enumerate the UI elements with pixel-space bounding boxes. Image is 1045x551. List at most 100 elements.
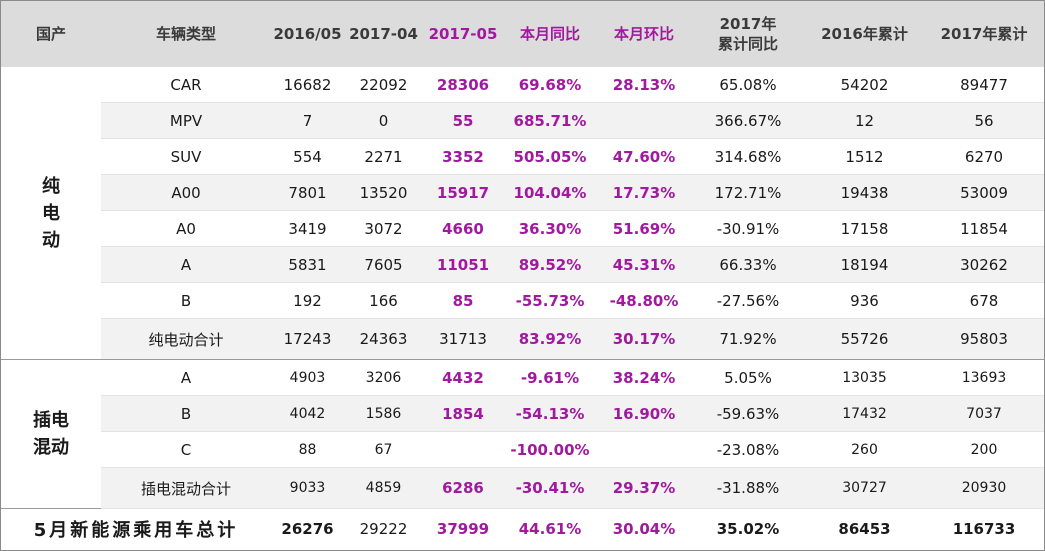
header-ytd-yoy: 2017年 累计同比 (691, 1, 805, 67)
cell-type: C (101, 431, 271, 468)
cell-yoy: 89.52% (503, 246, 597, 283)
cell-2016-05: 4903 (271, 359, 344, 396)
cell-2017-05: 1854 (423, 395, 503, 432)
table-row: C 88 67 -100.00% -23.08% 260 200 (1, 431, 1044, 468)
cell-2017-05: 3352 (423, 138, 503, 175)
cell-2017-05: 15917 (423, 174, 503, 211)
cell-ytd-yoy: 66.33% (691, 246, 805, 283)
cell-type: B (101, 395, 271, 432)
cell-2016-05: 9033 (271, 467, 344, 509)
cell-2017-cum: 20930 (924, 467, 1044, 509)
cell-2016-cum: 54202 (805, 67, 924, 103)
cell-mom: 28.13% (597, 67, 691, 103)
cell-2016-05: 17243 (271, 318, 344, 360)
cell-type: A (101, 359, 271, 396)
header-2016-cumulative: 2016年累计 (805, 1, 924, 67)
cell-2017-04: 3206 (344, 359, 423, 396)
total-row: 5月新能源乘用车总计 26276 29222 37999 44.61% 30.04% 35.… (1, 508, 1044, 549)
cell-2017-04: 22092 (344, 67, 423, 103)
cell-2016-cum: 12 (805, 102, 924, 139)
cell-2017-04: 7605 (344, 246, 423, 283)
cell-yoy: -55.73% (503, 282, 597, 319)
cell-2016-cum: 55726 (805, 318, 924, 360)
cell-2017-05: 85 (423, 282, 503, 319)
cell-yoy: -30.41% (503, 467, 597, 509)
cell-2016-05: 7 (271, 102, 344, 139)
cell-2016-cum: 936 (805, 282, 924, 319)
cell-mom: 29.37% (597, 467, 691, 509)
total-label: 5月新能源乘用车总计 (1, 508, 271, 549)
cell-2016-cum: 13035 (805, 359, 924, 396)
cell-type: CAR (101, 67, 271, 103)
cell-2017-cum: 200 (924, 431, 1044, 468)
header-yoy: 本月同比 (503, 1, 597, 67)
header-mom: 本月环比 (597, 1, 691, 67)
cell-yoy: 685.71% (503, 102, 597, 139)
cell-mom (597, 102, 691, 139)
cell-2017-cum: 678 (924, 282, 1044, 319)
cell-2017-cum: 95803 (924, 318, 1044, 360)
cell-2017-05: 28306 (423, 67, 503, 103)
cell-2016-05: 4042 (271, 395, 344, 432)
cell-mom (597, 431, 691, 468)
cell-yoy: 69.68% (503, 67, 597, 103)
header-row: 国产 车辆类型 2016/05 2017-04 2017-05 本月同比 本月环… (1, 1, 1044, 67)
cell-2017-04: 67 (344, 431, 423, 468)
cell-ytd-yoy: 5.05% (691, 359, 805, 396)
cell-2017-05: 4660 (423, 210, 503, 247)
cell-2016-cum: 1512 (805, 138, 924, 175)
cell-2017-04: 24363 (344, 318, 423, 360)
cell-2017-cum: 11854 (924, 210, 1044, 247)
cell-type: SUV (101, 138, 271, 175)
cell-2017-04: 166 (344, 282, 423, 319)
cell-type: 纯电动合计 (101, 318, 271, 360)
cell-type: 插电混动合计 (101, 467, 271, 509)
cell-ytd-yoy: -30.91% (691, 210, 805, 247)
table-row: 纯电动合计 17243 24363 31713 83.92% 30.17% 71.92% 55… (1, 318, 1044, 360)
header-2017-04: 2017-04 (344, 1, 423, 67)
total-cell-yoy: 44.61% (503, 508, 597, 549)
cell-2017-04: 0 (344, 102, 423, 139)
cell-type: MPV (101, 102, 271, 139)
header-domestic: 国产 (1, 1, 101, 67)
table-row: SUV 554 2271 3352 505.05% 47.60% 314.68% 1512 62… (1, 138, 1044, 175)
total-cell-2016-cum: 86453 (805, 508, 924, 549)
cell-2016-05: 16682 (271, 67, 344, 103)
cell-2017-cum: 30262 (924, 246, 1044, 283)
cell-2016-cum: 17432 (805, 395, 924, 432)
cell-mom: 17.73% (597, 174, 691, 211)
cell-2017-05: 6286 (423, 467, 503, 509)
cell-yoy: 104.04% (503, 174, 597, 211)
cell-mom: -48.80% (597, 282, 691, 319)
cell-2016-cum: 260 (805, 431, 924, 468)
table-row: B 192 166 85 -55.73% -48.80% -27.56% 936 678 (1, 282, 1044, 319)
cell-2017-05: 31713 (423, 318, 503, 360)
cell-2017-04: 1586 (344, 395, 423, 432)
header-2017-cumulative: 2017年累计 (924, 1, 1044, 67)
header-2016-05: 2016/05 (271, 1, 344, 67)
cell-2016-05: 5831 (271, 246, 344, 283)
total-cell-2016-05: 26276 (271, 508, 344, 549)
table-row: A 5831 7605 11051 89.52% 45.31% 66.33% 18194 302… (1, 246, 1044, 283)
cell-2017-04: 4859 (344, 467, 423, 509)
cell-yoy: 83.92% (503, 318, 597, 360)
cell-2016-cum: 19438 (805, 174, 924, 211)
cell-ytd-yoy: 65.08% (691, 67, 805, 103)
cell-2017-05: 55 (423, 102, 503, 139)
total-cell-mom: 30.04% (597, 508, 691, 549)
group-label-phev: 插电 混动 (1, 359, 101, 509)
table-row: 纯 电 动 CAR 16682 22092 28306 69.68% 28.13% 65.08… (1, 67, 1044, 360)
cell-2016-cum: 17158 (805, 210, 924, 247)
table-row: A0 3419 3072 4660 36.30% 51.69% -30.91% 17158 11… (1, 210, 1044, 247)
cell-2016-05: 3419 (271, 210, 344, 247)
cell-2017-04: 3072 (344, 210, 423, 247)
cell-mom: 51.69% (597, 210, 691, 247)
total-cell-ytd-yoy: 35.02% (691, 508, 805, 549)
cell-2016-cum: 18194 (805, 246, 924, 283)
cell-yoy: -100.00% (503, 431, 597, 468)
cell-2016-cum: 30727 (805, 467, 924, 509)
total-cell-2017-cum: 116733 (924, 508, 1044, 549)
cell-2017-05: 11051 (423, 246, 503, 283)
group-label-bev: 纯 电 动 (1, 67, 101, 360)
cell-yoy: -9.61% (503, 359, 597, 396)
